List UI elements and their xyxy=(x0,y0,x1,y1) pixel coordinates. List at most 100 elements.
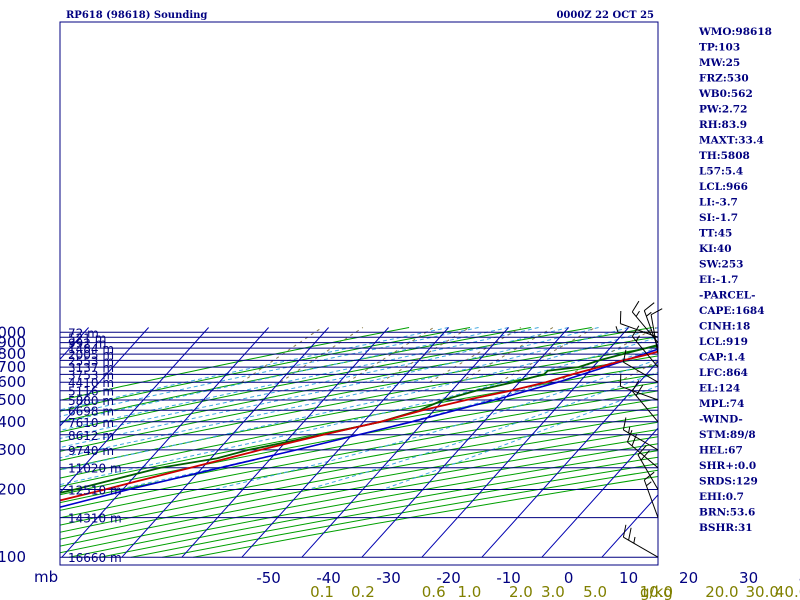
moist-adiabat xyxy=(307,371,658,490)
profiles xyxy=(60,343,658,509)
wind-barb-feather xyxy=(650,308,663,316)
wind-barb-feather xyxy=(622,349,627,363)
index-value: CINH:18 xyxy=(699,321,750,333)
moist-adiabat xyxy=(60,327,449,411)
wind-barb xyxy=(615,326,659,333)
wind-barb-staff xyxy=(643,479,659,518)
index-value: CAPE:1684 xyxy=(699,305,765,317)
wind-barb-feather xyxy=(622,524,627,538)
pressure-unit-label: mb xyxy=(34,568,58,586)
index-value: BRN:53.6 xyxy=(699,507,755,519)
height-label: 5116 m xyxy=(68,385,114,399)
index-value: STM:89/8 xyxy=(699,429,756,441)
moist-adiabat xyxy=(60,327,658,471)
index-value: SRDS:129 xyxy=(699,476,758,488)
wind-barb-staff xyxy=(623,429,659,451)
dry-adiabat xyxy=(60,327,653,443)
dry-adiabat xyxy=(60,327,410,401)
wind-barb xyxy=(643,471,659,518)
index-value: FRZ:530 xyxy=(699,73,749,85)
height-label: 3137 m xyxy=(68,361,114,375)
height-label: 6698 m xyxy=(68,404,114,418)
dewpoint-profile xyxy=(60,343,658,494)
pressure-tick-label: 600 xyxy=(0,373,26,391)
indices-panel: WMO:98618 TP:103 MW:25 FRZ:530 WB0:562 PW:2.7… xyxy=(698,26,772,534)
pressure-tick-label: 1000 xyxy=(0,323,26,341)
index-value: EI:-1.7 xyxy=(699,274,738,286)
index-value: WB0:562 xyxy=(698,88,753,100)
index-value: MPL:74 xyxy=(699,398,744,410)
dry-adiabat xyxy=(60,336,658,452)
temperature-tick-label: 10 xyxy=(619,569,638,587)
wind-barb-feather xyxy=(643,302,655,311)
index-value: L57:5.4 xyxy=(699,166,743,178)
index-value: TP:103 xyxy=(699,42,740,54)
pressure-tick-label: 800 xyxy=(0,345,26,363)
height-label: 12510 m xyxy=(68,484,122,498)
wind-barb-staff xyxy=(627,441,659,469)
background-lines xyxy=(60,327,658,558)
temperature-tick-label: -20 xyxy=(436,569,461,587)
moist-adiabat xyxy=(60,327,569,439)
wind-barb-staff xyxy=(637,454,659,490)
temperature-tick-label: 20 xyxy=(679,569,698,587)
mixing-ratio-unit-label: g/kg xyxy=(640,583,673,600)
wind-barb xyxy=(622,417,659,451)
wind-barb-feather xyxy=(631,325,640,337)
isotherm xyxy=(301,327,509,558)
isotherm xyxy=(60,327,149,427)
temperature-profile xyxy=(60,350,658,502)
mixing-ratio-tick-label: 30.0 xyxy=(745,583,778,600)
mixing-ratio-tick-label: 0.6 xyxy=(422,583,446,600)
index-value: MAXT:33.4 xyxy=(699,135,764,147)
mixing-ratio-tick-label: 1.0 xyxy=(457,583,481,600)
wind-barb-half-feather xyxy=(635,310,640,317)
mixing-ratio-line xyxy=(429,327,522,383)
dry-adiabat xyxy=(60,443,658,554)
index-value: RH:83.9 xyxy=(699,119,747,131)
mixing-ratio-line xyxy=(241,327,323,383)
index-value: SI:-1.7 xyxy=(699,212,738,224)
wind-barb-feather xyxy=(622,417,627,430)
isotherm xyxy=(60,327,209,494)
mixing-ratio-tick-label: 3.0 xyxy=(541,583,565,600)
index-value: SHR+:0.0 xyxy=(699,460,756,472)
wind-barb-staff xyxy=(631,336,659,368)
temperature-tick-label: -50 xyxy=(256,569,281,587)
mixing-ratio-tick-label: 0.2 xyxy=(351,583,375,600)
wind-barbs xyxy=(615,300,663,558)
wind-barb-half-feather xyxy=(633,536,636,544)
index-value: EHI:0.7 xyxy=(699,491,744,503)
wind-barb-feather xyxy=(640,450,650,461)
index-value: CAP:1.4 xyxy=(699,352,745,364)
dry-adiabat xyxy=(60,327,471,412)
mixing-ratio-tick-label: 20.0 xyxy=(705,583,738,600)
wind-barb-half-feather xyxy=(646,311,652,317)
isotherm xyxy=(421,327,629,558)
index-value: MW:25 xyxy=(699,57,740,69)
wind-barb-staff xyxy=(620,385,659,401)
wind-barb xyxy=(619,373,659,401)
isotherm xyxy=(61,327,269,558)
mixing-ratio-tick-label: 40.0 xyxy=(775,583,800,600)
height-label: 11020 m xyxy=(68,462,122,476)
height-label: 4410 m xyxy=(68,376,114,390)
dry-adiabat xyxy=(60,436,658,547)
wind-barb-feather xyxy=(631,380,640,392)
height-label: 5880 m xyxy=(68,394,114,408)
pressure-tick-label: 500 xyxy=(0,391,26,409)
wind-barb xyxy=(637,445,659,490)
wind-barb-half-feather xyxy=(635,335,640,342)
axis-labels: 100090080070060050040030020010016660 m14… xyxy=(0,323,800,600)
dry-adiabat xyxy=(60,373,658,488)
pressure-tick-label: 400 xyxy=(0,413,26,431)
dry-adiabat xyxy=(60,345,658,462)
height-label: 14310 m xyxy=(68,512,122,526)
index-value: WMO:98618 xyxy=(698,26,772,38)
pressure-tick-label: 200 xyxy=(0,481,26,499)
wind-barb xyxy=(631,380,659,423)
moist-adiabat xyxy=(213,358,658,490)
index-value: -WIND- xyxy=(699,414,743,426)
pressure-tick-label: 700 xyxy=(0,358,26,376)
